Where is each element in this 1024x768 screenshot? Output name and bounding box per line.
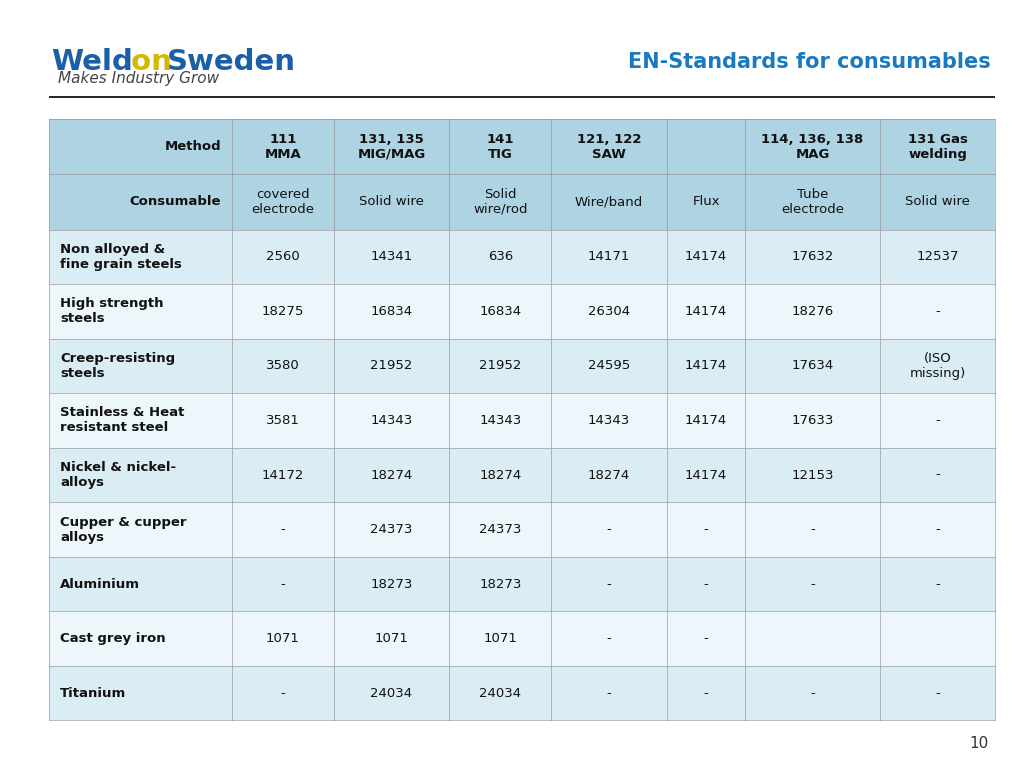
Text: on: on [121,48,182,75]
Text: 17634: 17634 [792,359,834,372]
Text: -: - [281,687,285,700]
Text: 14343: 14343 [371,414,413,427]
Text: 14174: 14174 [685,250,727,263]
Text: -: - [703,523,709,536]
Text: -: - [703,632,709,645]
Text: 1071: 1071 [483,632,517,645]
Text: 12537: 12537 [916,250,958,263]
Text: 14174: 14174 [685,468,727,482]
Text: 24373: 24373 [479,523,521,536]
Text: -: - [703,687,709,700]
Text: Nickel & nickel-
alloys: Nickel & nickel- alloys [60,461,176,489]
Text: 18276: 18276 [792,305,834,318]
Text: 26304: 26304 [588,305,630,318]
Text: Solid wire: Solid wire [905,196,970,208]
Text: 2560: 2560 [266,250,300,263]
Text: 636: 636 [487,250,513,263]
Text: 3581: 3581 [266,414,300,427]
Text: 14174: 14174 [685,414,727,427]
Text: 121, 122
SAW: 121, 122 SAW [577,133,641,161]
Text: 14174: 14174 [685,359,727,372]
Text: -: - [606,578,611,591]
Text: Flux: Flux [692,196,720,208]
Text: Non alloyed &
fine grain steels: Non alloyed & fine grain steels [60,243,182,271]
Text: 3580: 3580 [266,359,300,372]
Text: Weld: Weld [51,48,133,75]
Text: Stainless & Heat
resistant steel: Stainless & Heat resistant steel [60,406,184,435]
Text: 14171: 14171 [588,250,630,263]
Text: Sweden: Sweden [167,48,296,75]
Text: Wire/band: Wire/band [574,196,643,208]
Text: -: - [935,687,940,700]
Text: 18274: 18274 [371,468,413,482]
Text: (ISO
missing): (ISO missing) [909,352,966,380]
Text: -: - [810,687,815,700]
Text: -: - [703,578,709,591]
Text: 24034: 24034 [479,687,521,700]
Text: Titanium: Titanium [60,687,126,700]
Text: -: - [606,632,611,645]
Text: covered
electrode: covered electrode [251,188,314,216]
Text: -: - [935,414,940,427]
Text: Cupper & cupper
alloys: Cupper & cupper alloys [60,515,186,544]
Text: 24034: 24034 [371,687,413,700]
Text: -: - [810,523,815,536]
Text: -: - [606,523,611,536]
Text: -: - [935,523,940,536]
Text: 14341: 14341 [371,250,413,263]
Text: High strength
steels: High strength steels [60,297,164,326]
Text: -: - [935,578,940,591]
Text: 14343: 14343 [479,414,521,427]
Text: 111
MMA: 111 MMA [264,133,301,161]
Text: 141
TIG: 141 TIG [486,133,514,161]
Text: Consumable: Consumable [129,196,221,208]
Text: Solid wire: Solid wire [359,196,424,208]
Text: -: - [935,468,940,482]
Text: Aluminium: Aluminium [60,578,140,591]
Text: Tube
electrode: Tube electrode [781,188,844,216]
Text: 24373: 24373 [371,523,413,536]
Text: 14172: 14172 [261,468,304,482]
Text: 114, 136, 138
MAG: 114, 136, 138 MAG [762,133,863,161]
Text: 21952: 21952 [479,359,521,372]
Text: 131, 135
MIG/MAG: 131, 135 MIG/MAG [357,133,426,161]
Text: 1071: 1071 [375,632,409,645]
Text: 12153: 12153 [792,468,834,482]
Text: 18274: 18274 [479,468,521,482]
Text: Makes Industry Grow: Makes Industry Grow [58,71,219,86]
Text: 18273: 18273 [479,578,521,591]
Text: 18273: 18273 [371,578,413,591]
Text: Creep-resisting
steels: Creep-resisting steels [60,352,175,380]
Text: 21952: 21952 [371,359,413,372]
Text: 1071: 1071 [266,632,300,645]
Text: EN-Standards for consumables: EN-Standards for consumables [629,52,991,72]
Text: 17632: 17632 [792,250,834,263]
Text: 10: 10 [969,736,988,751]
Text: 18274: 18274 [588,468,630,482]
Text: Solid
wire/rod: Solid wire/rod [473,188,527,216]
Text: 14343: 14343 [588,414,630,427]
Text: 17633: 17633 [792,414,834,427]
Text: 18275: 18275 [261,305,304,318]
Text: Cast grey iron: Cast grey iron [60,632,166,645]
Text: 16834: 16834 [479,305,521,318]
Text: -: - [810,578,815,591]
Text: -: - [606,687,611,700]
Text: 131 Gas
welding: 131 Gas welding [907,133,968,161]
Text: -: - [935,305,940,318]
Text: Method: Method [164,141,221,153]
Text: -: - [281,523,285,536]
Text: -: - [281,578,285,591]
Text: 24595: 24595 [588,359,630,372]
Text: 14174: 14174 [685,305,727,318]
Text: 16834: 16834 [371,305,413,318]
